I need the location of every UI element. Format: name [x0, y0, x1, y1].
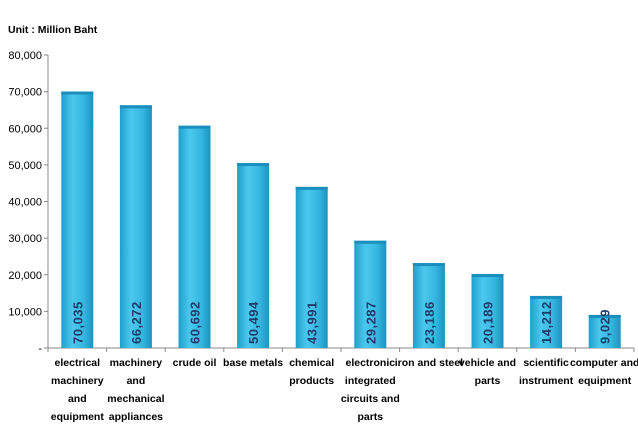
category-labels: electrical machinery and equipmentmachinery…: [51, 357, 638, 423]
y-tick-label: 40,000: [8, 197, 42, 209]
bar-cap: [61, 91, 94, 95]
category-label: computer and equipment: [570, 357, 638, 387]
category-label-line: instrument: [519, 375, 574, 387]
category-label-line: vehicle and: [459, 357, 516, 369]
category-label-line: parts: [357, 411, 383, 423]
y-tick-label: -: [38, 343, 42, 355]
category-label: scientific instrument: [519, 357, 574, 387]
category-label-line: crude oil: [173, 357, 217, 369]
category-label: machinery and mechanical appliances: [107, 357, 164, 423]
category-label: electrical machinery and equipment: [51, 357, 105, 423]
bar: [471, 274, 504, 348]
category-label-line: chemical: [289, 357, 334, 369]
value-label: 29,287: [363, 301, 378, 344]
bar-group: 23,186: [412, 263, 445, 348]
category-label-line: iron and steel: [395, 357, 463, 369]
value-label: 70,035: [70, 301, 85, 344]
value-label: 60,692: [188, 301, 203, 344]
bar-group: 20,189: [471, 274, 504, 348]
category-label-line: equipment: [51, 411, 105, 423]
value-label: 43,991: [305, 301, 320, 344]
bar-cap: [471, 274, 504, 278]
value-label: 14,212: [539, 301, 554, 344]
y-tick-label: 60,000: [8, 123, 42, 135]
bar: [295, 186, 328, 348]
bar: [530, 295, 563, 348]
bar-cap: [412, 263, 445, 267]
bar: [412, 263, 445, 348]
value-label: 20,189: [481, 301, 496, 344]
category-label-line: parts: [475, 375, 501, 387]
y-tick-label: 80,000: [8, 50, 42, 62]
category-label-line: machinery: [51, 375, 104, 387]
value-label: 66,272: [129, 301, 144, 344]
bar-group: 29,287: [354, 240, 387, 348]
bar-cap: [119, 105, 152, 109]
category-label: crude oil: [173, 357, 217, 369]
y-tick-label: 10,000: [8, 306, 42, 318]
value-label: 23,186: [422, 301, 437, 344]
bar-group: 50,494: [237, 163, 270, 348]
category-label-line: machinery: [110, 357, 163, 369]
bar-cap: [354, 240, 387, 244]
bar-cap: [588, 314, 621, 318]
bar-group: 14,212: [530, 295, 563, 348]
category-label: iron and steel: [395, 357, 463, 369]
category-label-line: integrated: [345, 375, 396, 387]
bar-group: 60,692: [178, 125, 211, 349]
bar: [119, 105, 152, 348]
category-label-line: mechanical: [107, 393, 164, 405]
category-label: vehicle and parts: [459, 357, 516, 387]
category-label: chemical products: [289, 357, 334, 387]
y-tick-label: 30,000: [8, 233, 42, 245]
unit-label: Unit : Million Baht: [8, 24, 98, 36]
category-label: base metals: [223, 357, 283, 369]
category-label-line: and: [127, 375, 146, 387]
category-label-line: base metals: [223, 357, 283, 369]
bar: [61, 91, 94, 348]
axes: - 10,000 20,000 30,000 40,000 50,000 60,000 70,…: [8, 50, 635, 355]
category-label-line: and: [68, 393, 87, 405]
bar-cap: [237, 163, 270, 167]
bar: [354, 240, 387, 348]
bar-group: 66,272: [119, 105, 152, 348]
category-label-line: electronic: [345, 357, 395, 369]
y-tick-label: 70,000: [8, 87, 42, 99]
bar: [237, 163, 270, 348]
bar-group: 9,029: [588, 309, 621, 348]
value-label: 50,494: [246, 301, 261, 344]
category-label-line: equipment: [578, 375, 632, 387]
value-label: 9,029: [598, 309, 613, 344]
bar: [178, 125, 211, 349]
bar-group: 43,991: [295, 186, 328, 348]
category-label-line: scientific: [523, 357, 569, 369]
category-label-line: computer and: [570, 357, 638, 369]
y-tick-label: 50,000: [8, 160, 42, 172]
category-label: electronic integrated circuits and parts: [341, 357, 400, 423]
category-label-line: electrical: [55, 357, 101, 369]
bars: 70,035 66,272 60,692 50,494 43,991 29,287 23,1…: [61, 91, 621, 349]
bar-cap: [178, 125, 211, 129]
category-label-line: appliances: [109, 411, 163, 423]
bar: [588, 314, 621, 348]
category-label-line: products: [289, 375, 334, 387]
bar-cap: [295, 186, 328, 190]
y-tick-label: 20,000: [8, 270, 42, 282]
bar-cap: [530, 295, 563, 299]
category-label-line: circuits and: [341, 393, 400, 405]
bar-group: 70,035: [61, 91, 94, 348]
